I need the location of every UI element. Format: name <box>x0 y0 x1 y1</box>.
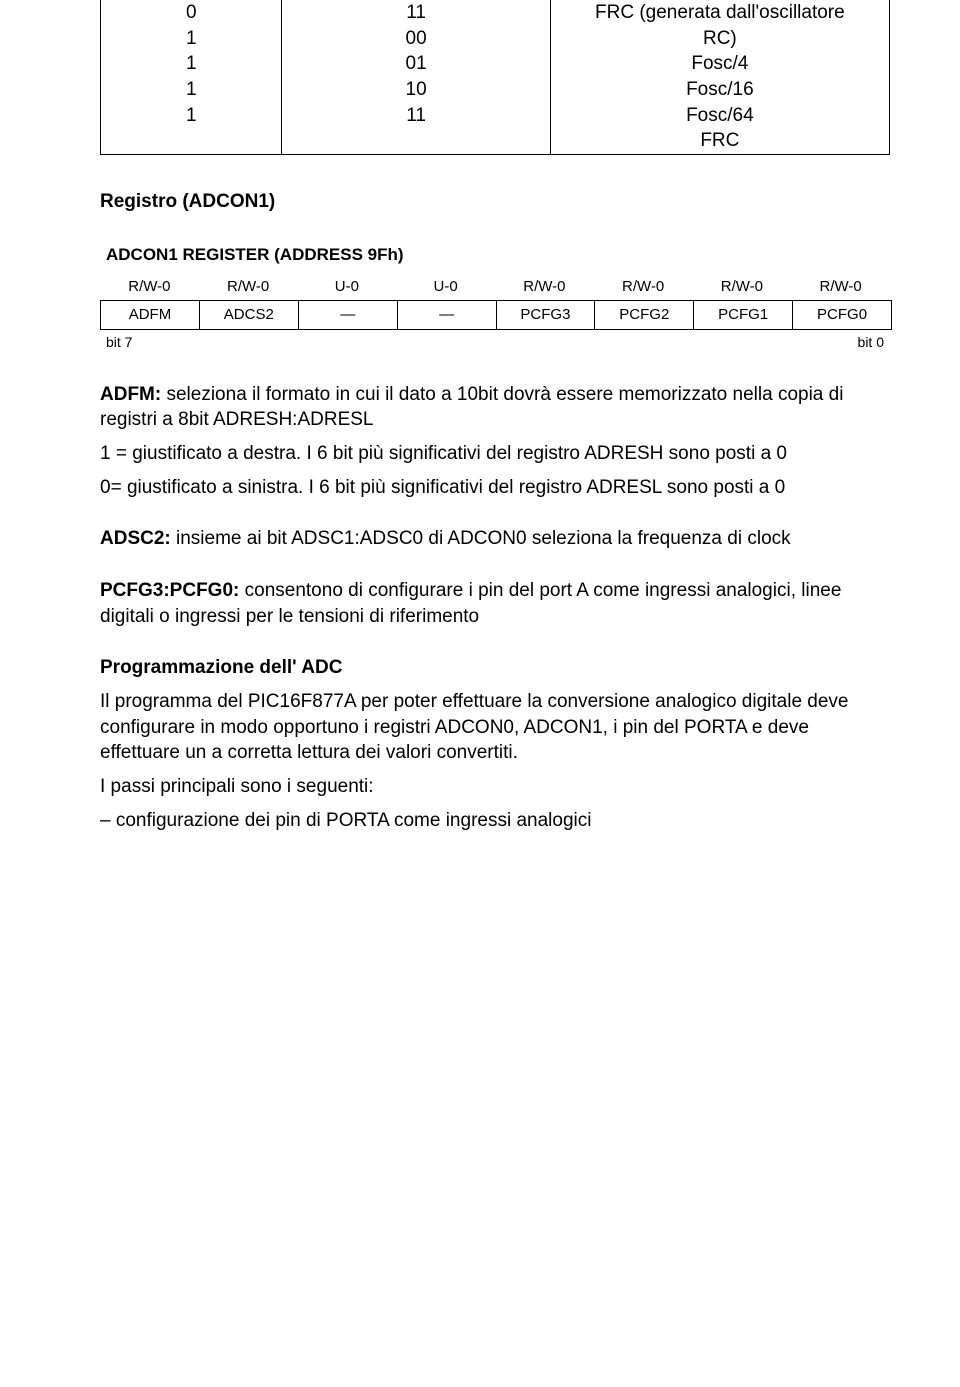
adsc2-label: ADSC2: <box>100 528 171 549</box>
bit-cell: — <box>398 301 497 329</box>
programming-p1: Il programma del PIC16F877A per poter ef… <box>100 689 890 766</box>
table-cell: Fosc/64 <box>550 103 889 129</box>
bit-cell: ADCS2 <box>200 301 299 329</box>
rw-cell: U-0 <box>396 275 495 299</box>
programming-title: Programmazione dell' ADC <box>100 657 342 678</box>
register-rw-row: R/W-0 R/W-0 U-0 U-0 R/W-0 R/W-0 R/W-0 R/… <box>100 275 890 299</box>
rw-cell: R/W-0 <box>693 275 792 299</box>
adfm-text1: seleziona il formato in cui il dato a 10… <box>100 384 843 431</box>
adsc2-text: insieme ai bit ADSC1:ADSC0 di ADCON0 sel… <box>171 528 791 549</box>
bit-cell: PCFG0 <box>793 301 891 329</box>
table-cell: 1 <box>101 77 282 103</box>
register-bit-row: ADFM ADCS2 — — PCFG3 PCFG2 PCFG1 PCFG0 <box>100 300 892 330</box>
table-cell: 11 <box>282 0 550 26</box>
pcfg-block: PCFG3:PCFG0: consentono di configurare i… <box>100 578 890 629</box>
table-cell: Fosc/16 <box>550 77 889 103</box>
table-cell: 1 <box>101 51 282 77</box>
bit-cell: PCFG1 <box>694 301 793 329</box>
adfm-label: ADFM: <box>100 384 161 405</box>
table-cell <box>282 128 550 154</box>
rw-cell: U-0 <box>298 275 397 299</box>
bit-cell: ADFM <box>101 301 200 329</box>
pcfg-label: PCFG3:PCFG0: <box>100 580 239 601</box>
programming-p3: – configurazione dei pin di PORTA come i… <box>100 808 890 834</box>
table-cell: 10 <box>282 77 550 103</box>
table-cell: 11 <box>282 103 550 129</box>
adsc2-block: ADSC2: insieme ai bit ADSC1:ADSC0 di ADC… <box>100 526 890 552</box>
table-cell <box>101 128 282 154</box>
bit-cell: PCFG3 <box>497 301 596 329</box>
table-cell: Fosc/4 <box>550 51 889 77</box>
table-cell: 0 <box>101 0 282 26</box>
adfm-text3: 0= giustificato a sinistra. I 6 bit più … <box>100 475 890 501</box>
rw-cell: R/W-0 <box>199 275 298 299</box>
table-cell: 1 <box>101 103 282 129</box>
table-cell: 01 <box>282 51 550 77</box>
bit-range-labels: bit 7 bit 0 <box>100 330 890 352</box>
clock-select-table: 0 11 FRC (generata dall'oscillatore 1 00… <box>100 0 890 155</box>
bit7-label: bit 7 <box>106 333 132 352</box>
bit0-label: bit 0 <box>858 333 884 352</box>
adfm-text2: 1 = giustificato a destra. I 6 bit più s… <box>100 441 890 467</box>
adfm-block: ADFM: seleziona il formato in cui il dat… <box>100 382 890 501</box>
table-cell: FRC <box>550 128 889 154</box>
heading-registro: Registro (ADCON1) <box>100 189 890 215</box>
register-title: ADCON1 REGISTER (ADDRESS 9Fh) <box>106 244 890 267</box>
rw-cell: R/W-0 <box>100 275 199 299</box>
table-cell: FRC (generata dall'oscillatore <box>550 0 889 26</box>
rw-cell: R/W-0 <box>495 275 594 299</box>
bit-cell: PCFG2 <box>595 301 694 329</box>
table-cell: 1 <box>101 26 282 52</box>
rw-cell: R/W-0 <box>791 275 890 299</box>
table-cell: 00 <box>282 26 550 52</box>
rw-cell: R/W-0 <box>594 275 693 299</box>
bit-cell: — <box>299 301 398 329</box>
programming-block: Programmazione dell' ADC Il programma de… <box>100 655 890 833</box>
table-cell: RC) <box>550 26 889 52</box>
programming-p2: I passi principali sono i seguenti: <box>100 774 890 800</box>
